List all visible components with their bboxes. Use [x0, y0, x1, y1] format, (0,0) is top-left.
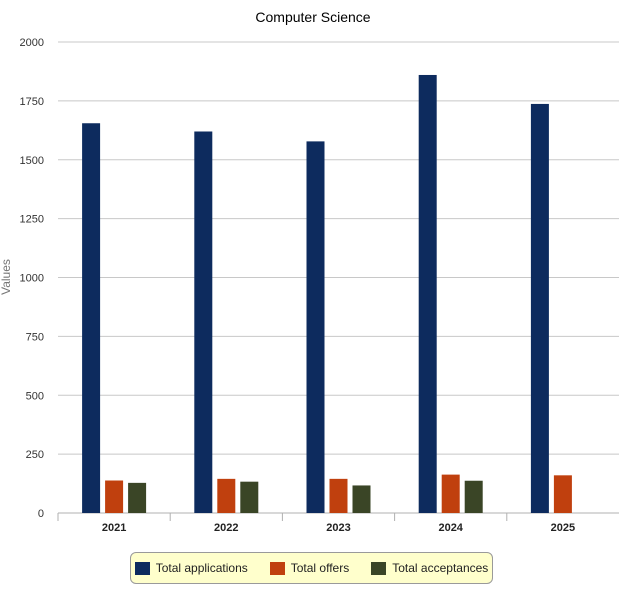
bar-total-applications-2023[interactable]: [306, 141, 325, 514]
y-tick-label: 1500: [20, 155, 44, 167]
y-tick-label: 1000: [20, 273, 44, 285]
chart-title: Computer Science: [255, 9, 370, 25]
bar-total-applications-2021[interactable]: [82, 123, 101, 513]
legend-item-total-applications[interactable]: Total applications: [134, 561, 248, 575]
y-tick-label: 2000: [20, 37, 44, 49]
tick-labels: 0 250 500 750 1000 1250 1500 1750 2000 2021 2022 20…: [20, 37, 576, 534]
legend-swatch-total-offers: [269, 561, 285, 575]
bar-total-acceptances-2023[interactable]: [352, 485, 371, 513]
bar-total-offers-2024[interactable]: [441, 474, 460, 513]
legend-swatch-total-applications: [134, 561, 150, 575]
bar-total-offers-2021[interactable]: [105, 480, 124, 513]
legend-swatch-total-acceptances: [371, 561, 387, 575]
bar-total-acceptances-2021[interactable]: [128, 482, 147, 513]
y-tick-label: 250: [26, 449, 44, 461]
bar-total-acceptances-2022[interactable]: [240, 481, 259, 513]
bar-total-offers-2023[interactable]: [329, 478, 348, 513]
x-tick-label: 2021: [102, 522, 126, 534]
legend-item-total-offers[interactable]: Total offers: [269, 561, 350, 575]
legend-label-total-applications: Total applications: [155, 561, 248, 575]
bar-total-offers-2022[interactable]: [217, 478, 236, 513]
legend-item-total-acceptances[interactable]: Total acceptances: [371, 561, 488, 575]
bar-total-applications-2022[interactable]: [194, 131, 213, 514]
y-tick-label: 1750: [20, 96, 44, 108]
y-axis-label: Values: [0, 259, 13, 295]
bar-chart: Computer Science Values 0 250 500 750 1000 12…: [0, 9, 619, 534]
y-tick-label: 500: [26, 390, 44, 402]
y-tick-label: 0: [38, 508, 44, 520]
bars: [82, 74, 572, 514]
x-tick-label: 2024: [438, 522, 463, 534]
y-tick-label: 750: [26, 331, 44, 343]
bar-total-applications-2025[interactable]: [530, 103, 549, 514]
x-tick-label: 2023: [326, 522, 350, 534]
bar-total-offers-2025[interactable]: [553, 475, 572, 513]
legend-label-total-offers: Total offers: [290, 561, 350, 575]
x-tick-label: 2025: [551, 522, 575, 534]
legend: Total applications Total offers Total ac…: [130, 552, 493, 584]
legend-label-total-acceptances: Total acceptances: [392, 561, 489, 575]
y-tick-label: 1250: [20, 214, 44, 226]
bar-total-applications-2024[interactable]: [418, 74, 437, 513]
bar-total-acceptances-2024[interactable]: [464, 480, 483, 513]
x-tick-label: 2022: [214, 522, 238, 534]
